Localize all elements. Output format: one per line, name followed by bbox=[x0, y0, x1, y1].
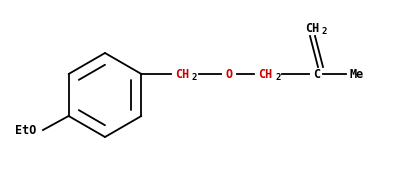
Text: 2: 2 bbox=[192, 74, 197, 82]
Text: C: C bbox=[313, 67, 320, 80]
Text: 2: 2 bbox=[322, 28, 328, 37]
Text: Me: Me bbox=[350, 67, 364, 80]
Text: CH: CH bbox=[305, 21, 319, 34]
Text: O: O bbox=[225, 67, 232, 80]
Text: CH: CH bbox=[175, 67, 189, 80]
Text: CH: CH bbox=[258, 67, 272, 80]
Text: EtO: EtO bbox=[15, 124, 37, 137]
Text: 2: 2 bbox=[275, 74, 280, 82]
